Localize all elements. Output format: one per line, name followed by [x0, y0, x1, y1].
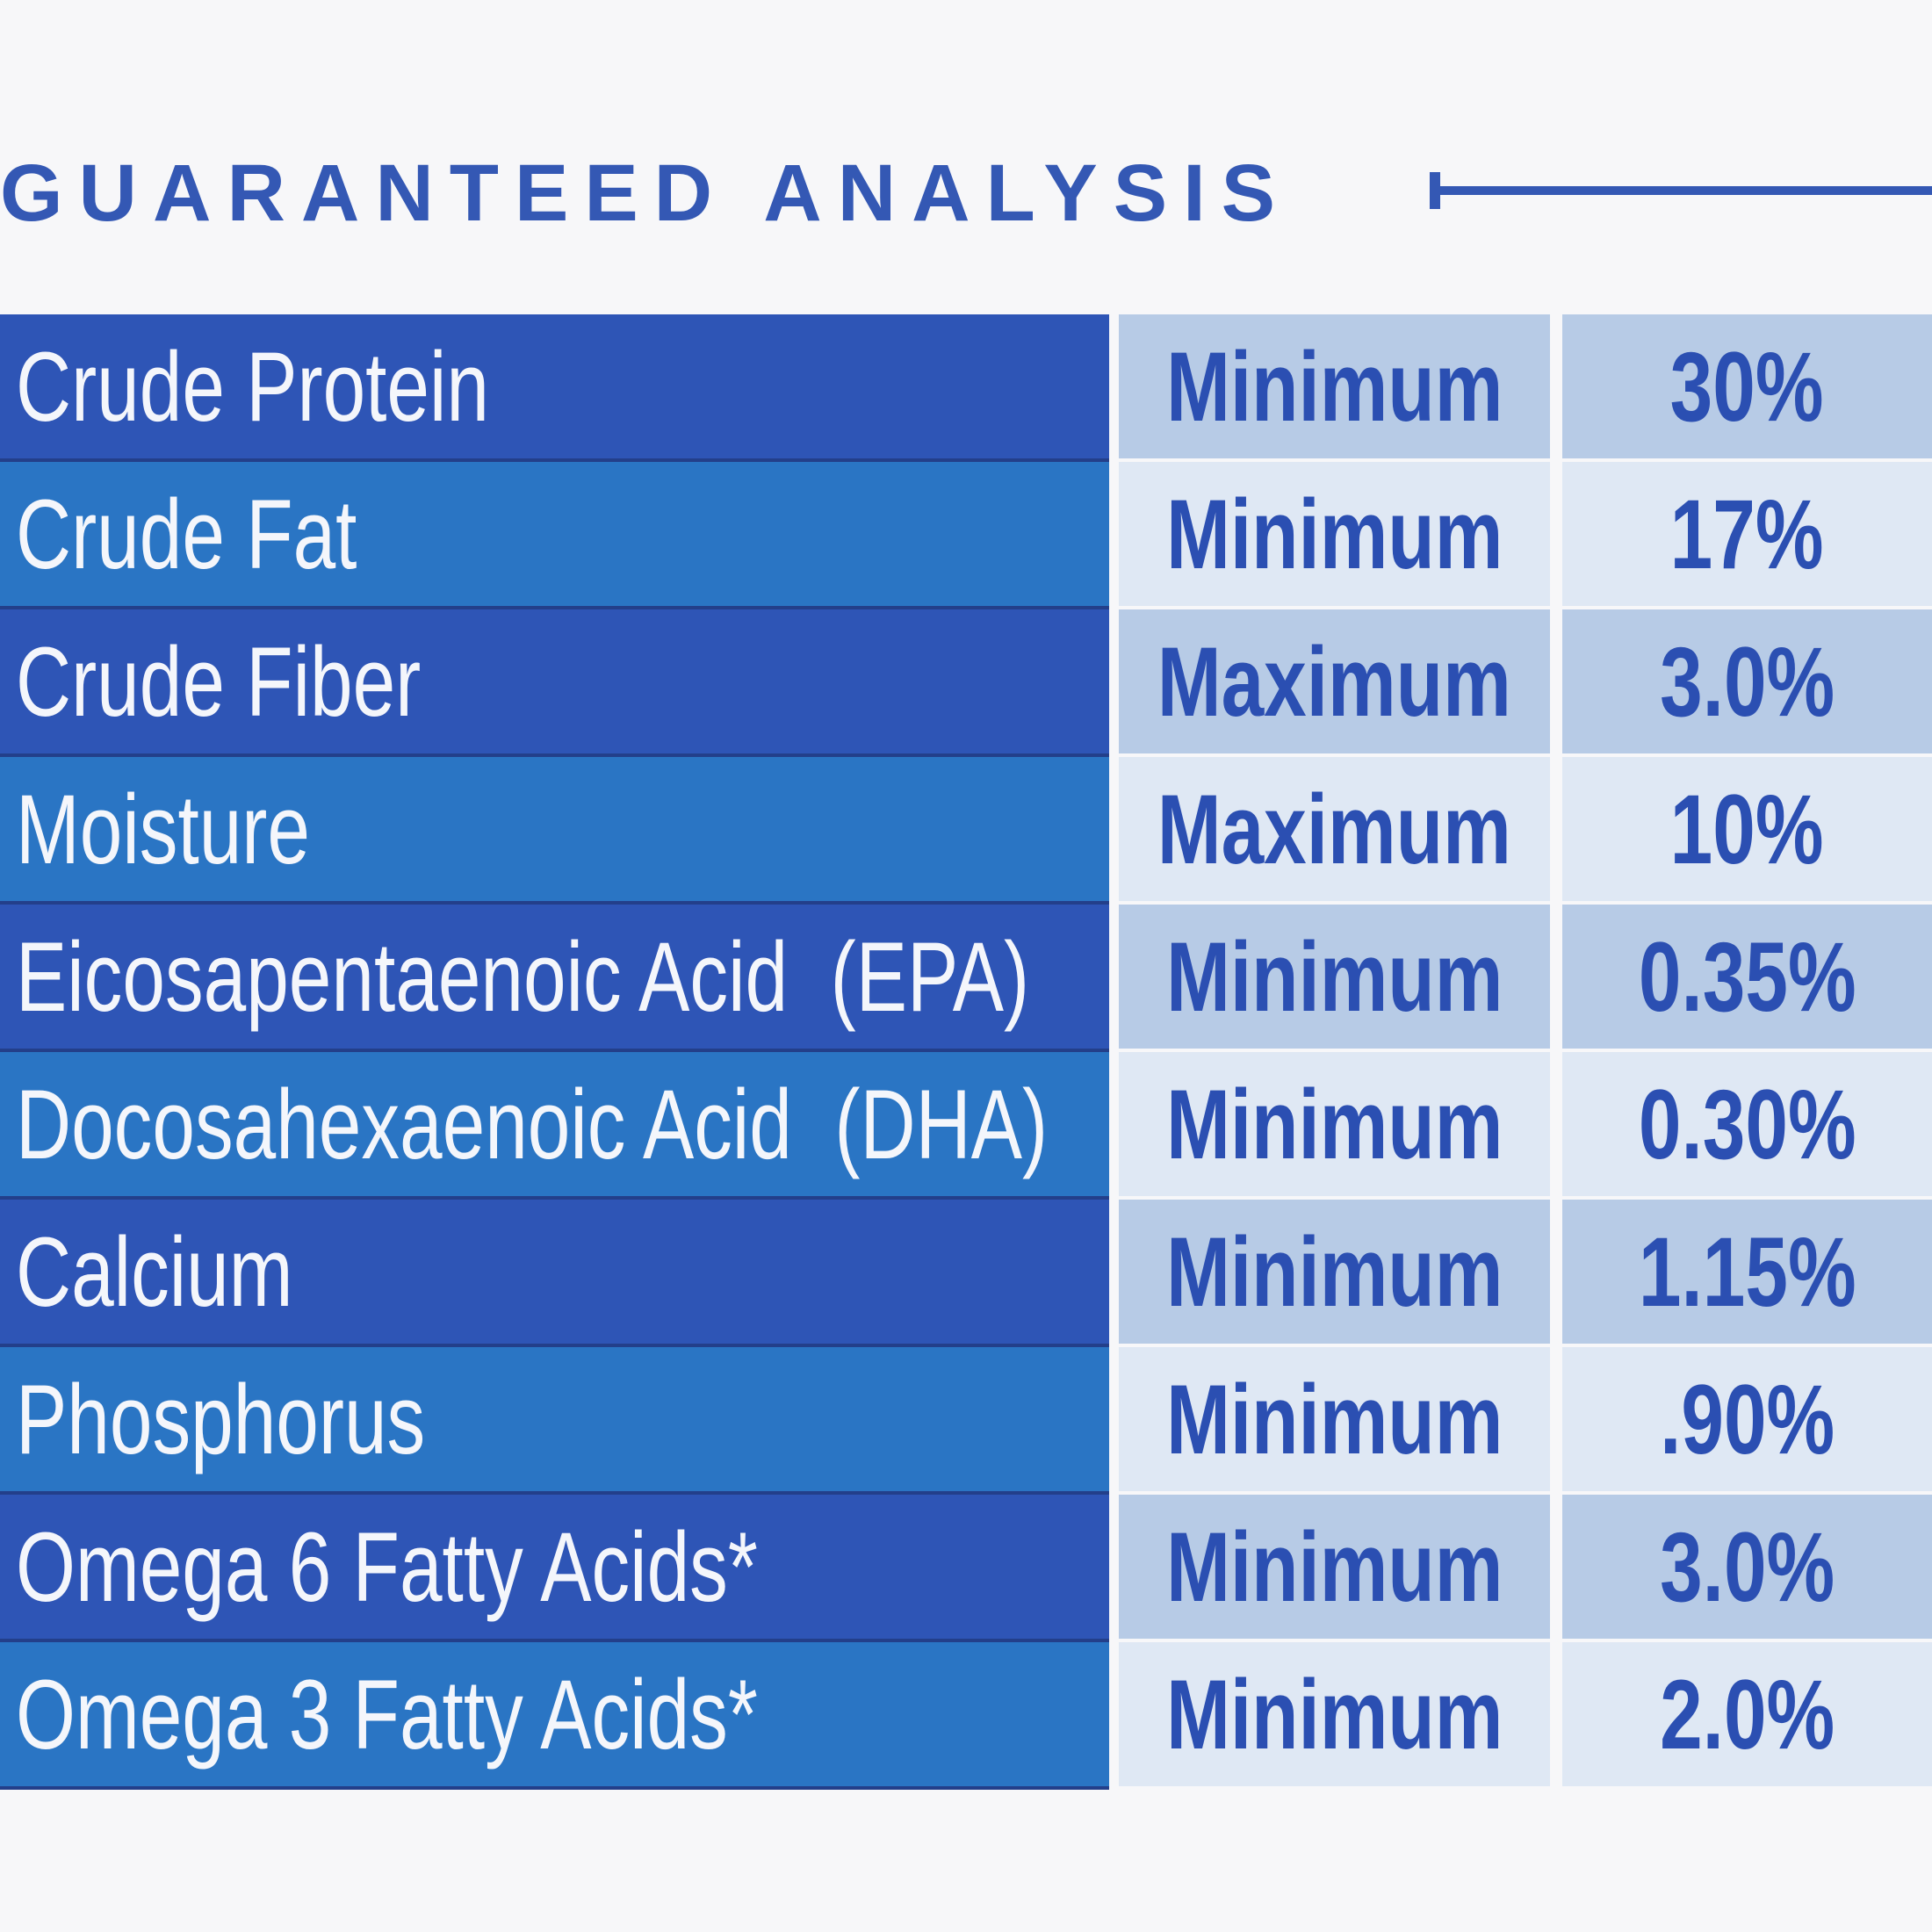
table-row: Eicosapentaenoic Acid (EPA) Minimum 0.35% — [0, 905, 1932, 1052]
nutrient-text: Docosahexaenoic Acid (DHA) — [16, 1069, 1049, 1179]
title: GUARANTEED ANALYSIS — [0, 148, 1291, 238]
nutrient-text: Phosphorus — [16, 1364, 426, 1474]
nutrient-text: Crude Protein — [16, 331, 490, 442]
amount-cell: 0.30% — [1562, 1052, 1932, 1196]
table-row: Crude Fat Minimum 17% — [0, 462, 1932, 609]
amount-text: .90% — [1659, 1364, 1835, 1474]
qualifier-text: Minimum — [1165, 479, 1503, 589]
qualifier-text: Minimum — [1165, 1216, 1503, 1327]
nutrient-cell: Crude Fat — [0, 462, 1109, 609]
amount-cell: 2.0% — [1562, 1642, 1932, 1786]
nutrient-text: Crude Fat — [16, 479, 357, 589]
table-row: Calcium Minimum 1.15% — [0, 1200, 1932, 1347]
table-row: Docosahexaenoic Acid (DHA) Minimum 0.30% — [0, 1052, 1932, 1200]
qualifier-cell: Minimum — [1119, 462, 1550, 606]
nutrient-cell: Crude Fiber — [0, 609, 1109, 757]
table-row: Crude Fiber Maximum 3.0% — [0, 609, 1932, 757]
amount-text: 3.0% — [1659, 1511, 1835, 1622]
qualifier-cell: Minimum — [1119, 1642, 1550, 1786]
qualifier-text: Minimum — [1165, 1364, 1503, 1474]
qualifier-text: Maximum — [1157, 774, 1511, 884]
nutrient-cell: Moisture — [0, 757, 1109, 905]
qualifier-cell: Maximum — [1119, 757, 1550, 901]
qualifier-cell: Minimum — [1119, 1495, 1550, 1639]
qualifier-text: Minimum — [1165, 331, 1503, 442]
amount-text: 1.15% — [1638, 1216, 1856, 1327]
amount-cell: 3.0% — [1562, 1495, 1932, 1639]
nutrient-cell: Eicosapentaenoic Acid (EPA) — [0, 905, 1109, 1052]
amount-cell: .90% — [1562, 1347, 1932, 1491]
nutrient-text: Eicosapentaenoic Acid (EPA) — [16, 921, 1030, 1032]
table-row: Crude Protein Minimum 30% — [0, 314, 1932, 462]
amount-text: 0.35% — [1638, 921, 1856, 1032]
nutrient-text: Omega 3 Fatty Acids* — [16, 1659, 758, 1770]
amount-text: 2.0% — [1659, 1659, 1835, 1770]
title-rule — [1430, 186, 1932, 195]
nutrient-text: Omega 6 Fatty Acids* — [16, 1511, 758, 1622]
amount-text: 0.30% — [1638, 1069, 1856, 1179]
amount-cell: 10% — [1562, 757, 1932, 901]
nutrient-text: Calcium — [16, 1216, 293, 1327]
amount-text: 17% — [1670, 479, 1824, 589]
amount-text: 10% — [1670, 774, 1824, 884]
nutrient-text: Moisture — [16, 774, 310, 884]
qualifier-cell: Minimum — [1119, 1052, 1550, 1196]
qualifier-text: Maximum — [1157, 626, 1511, 737]
qualifier-cell: Minimum — [1119, 1200, 1550, 1344]
nutrient-text: Crude Fiber — [16, 626, 422, 737]
nutrient-cell: Docosahexaenoic Acid (DHA) — [0, 1052, 1109, 1200]
table-row: Phosphorus Minimum .90% — [0, 1347, 1932, 1495]
nutrient-cell: Calcium — [0, 1200, 1109, 1347]
amount-cell: 17% — [1562, 462, 1932, 606]
table-row: Omega 3 Fatty Acids* Minimum 2.0% — [0, 1642, 1932, 1790]
amount-cell: 0.35% — [1562, 905, 1932, 1049]
amount-cell: 1.15% — [1562, 1200, 1932, 1344]
qualifier-text: Minimum — [1165, 1069, 1503, 1179]
table-row: Omega 6 Fatty Acids* Minimum 3.0% — [0, 1495, 1932, 1642]
nutrient-cell: Crude Protein — [0, 314, 1109, 462]
nutrient-cell: Omega 3 Fatty Acids* — [0, 1642, 1109, 1790]
title-rule-tick — [1430, 172, 1440, 209]
qualifier-text: Minimum — [1165, 1511, 1503, 1622]
qualifier-text: Minimum — [1165, 1659, 1503, 1770]
qualifier-cell: Maximum — [1119, 609, 1550, 753]
nutrient-cell: Phosphorus — [0, 1347, 1109, 1495]
qualifier-text: Minimum — [1165, 921, 1503, 1032]
amount-text: 30% — [1670, 331, 1824, 442]
qualifier-cell: Minimum — [1119, 1347, 1550, 1491]
qualifier-cell: Minimum — [1119, 314, 1550, 458]
nutrient-cell: Omega 6 Fatty Acids* — [0, 1495, 1109, 1642]
amount-cell: 30% — [1562, 314, 1932, 458]
analysis-table: Crude Protein Minimum 30% Crude Fat Minimum 1… — [0, 314, 1932, 1790]
amount-cell: 3.0% — [1562, 609, 1932, 753]
table-row: Moisture Maximum 10% — [0, 757, 1932, 905]
amount-text: 3.0% — [1659, 626, 1835, 737]
qualifier-cell: Minimum — [1119, 905, 1550, 1049]
